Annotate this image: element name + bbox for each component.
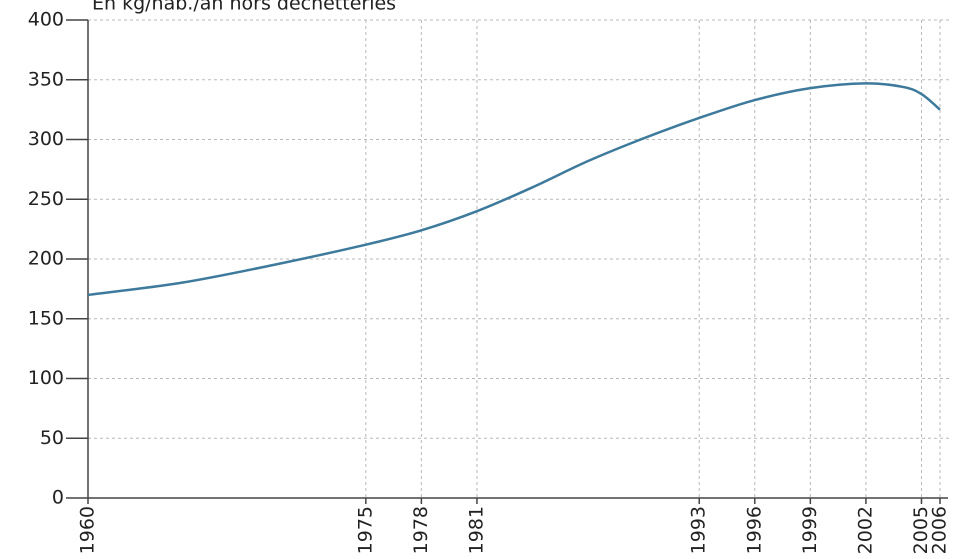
x-tick-label: 1978 [410, 506, 432, 554]
x-tick-label: 1975 [354, 506, 376, 554]
x-tick-label: 1960 [77, 506, 99, 554]
y-tick-label: 100 [28, 367, 64, 389]
y-tick-label: 250 [28, 188, 64, 210]
x-tick-label: 2002 [854, 506, 876, 554]
x-tick-label: 1996 [743, 506, 765, 554]
y-tick-label: 200 [28, 248, 64, 270]
x-tick-label: 1981 [465, 506, 487, 554]
y-tick-label: 400 [28, 9, 64, 31]
chart-title: En kg/hab./an hors déchetteries [92, 0, 396, 15]
y-tick-label: 50 [40, 427, 64, 449]
y-tick-label: 150 [28, 307, 64, 329]
x-tick-label: 2005 [910, 506, 932, 554]
x-tick-label: 1999 [799, 506, 821, 554]
y-tick-label: 300 [28, 128, 64, 150]
y-tick-label: 350 [28, 68, 64, 90]
data-line [87, 82, 941, 297]
x-tick-label: 1993 [688, 506, 710, 554]
y-tick-label: 0 [52, 487, 64, 509]
x-tick-label: 2006 [929, 506, 951, 554]
